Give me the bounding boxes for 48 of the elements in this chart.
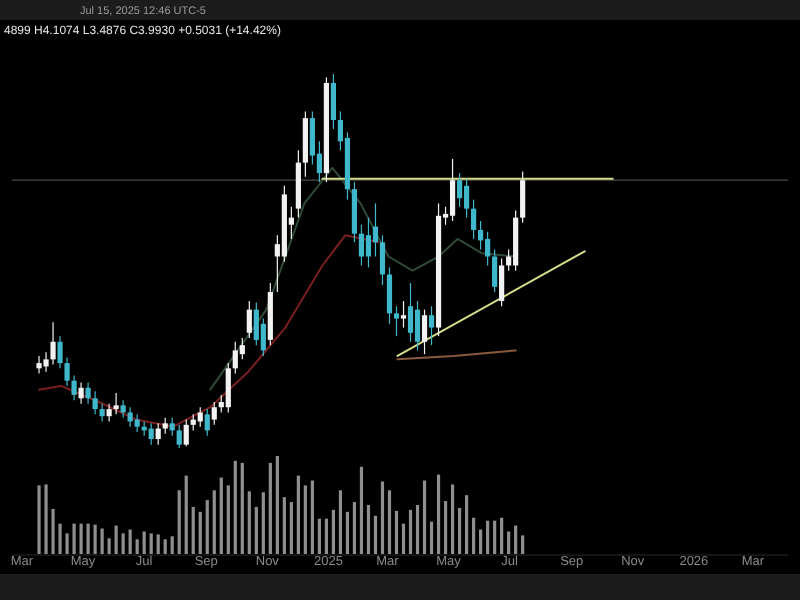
candlestick: [267, 282, 273, 346]
candlestick: [330, 73, 337, 130]
candlestick: [253, 301, 259, 346]
candlestick: [302, 110, 308, 178]
candlestick: [485, 231, 491, 267]
candlestick: [295, 149, 301, 219]
candlestick: [456, 172, 463, 208]
candlestick: [183, 418, 189, 447]
candlestick: [225, 362, 231, 414]
candlestick: [463, 178, 470, 219]
candlestick: [148, 422, 154, 446]
candlestick: [36, 355, 42, 375]
candlestick: [386, 266, 393, 325]
candlestick: [358, 224, 365, 267]
candlestick: [513, 209, 519, 272]
candlestick: [246, 300, 252, 339]
candlestick: [470, 199, 477, 240]
candlestick: [78, 381, 84, 405]
candlestick: [478, 220, 484, 251]
candlestick: [393, 305, 400, 337]
candlestick: [379, 234, 386, 286]
candlestick: [520, 171, 526, 224]
candlestick: [414, 300, 421, 351]
candlestick: [428, 305, 435, 346]
candlestick: [176, 424, 182, 449]
candlestick: [492, 248, 498, 293]
candlestick: [351, 181, 358, 243]
candlestick: [92, 390, 98, 415]
candlestick: [155, 422, 161, 446]
candlestick: [260, 318, 266, 357]
candlestick: [99, 403, 105, 423]
candlestick: [204, 408, 210, 437]
candlestick: [372, 202, 379, 258]
candlestick: [232, 341, 238, 375]
candlestick: [449, 158, 456, 222]
candlestick: [407, 282, 414, 343]
candlestick: [50, 321, 56, 366]
candlestick: [197, 406, 203, 428]
candlestick: [421, 309, 428, 355]
candlestick: [120, 399, 126, 419]
candlestick: [239, 337, 245, 360]
candlestick: [309, 110, 315, 166]
candlestick: [127, 406, 133, 428]
candlestick: [113, 392, 119, 415]
candlestick: [499, 257, 505, 307]
candlestick: [365, 217, 372, 268]
candlestick: [211, 401, 217, 426]
candlestick: [400, 300, 407, 329]
